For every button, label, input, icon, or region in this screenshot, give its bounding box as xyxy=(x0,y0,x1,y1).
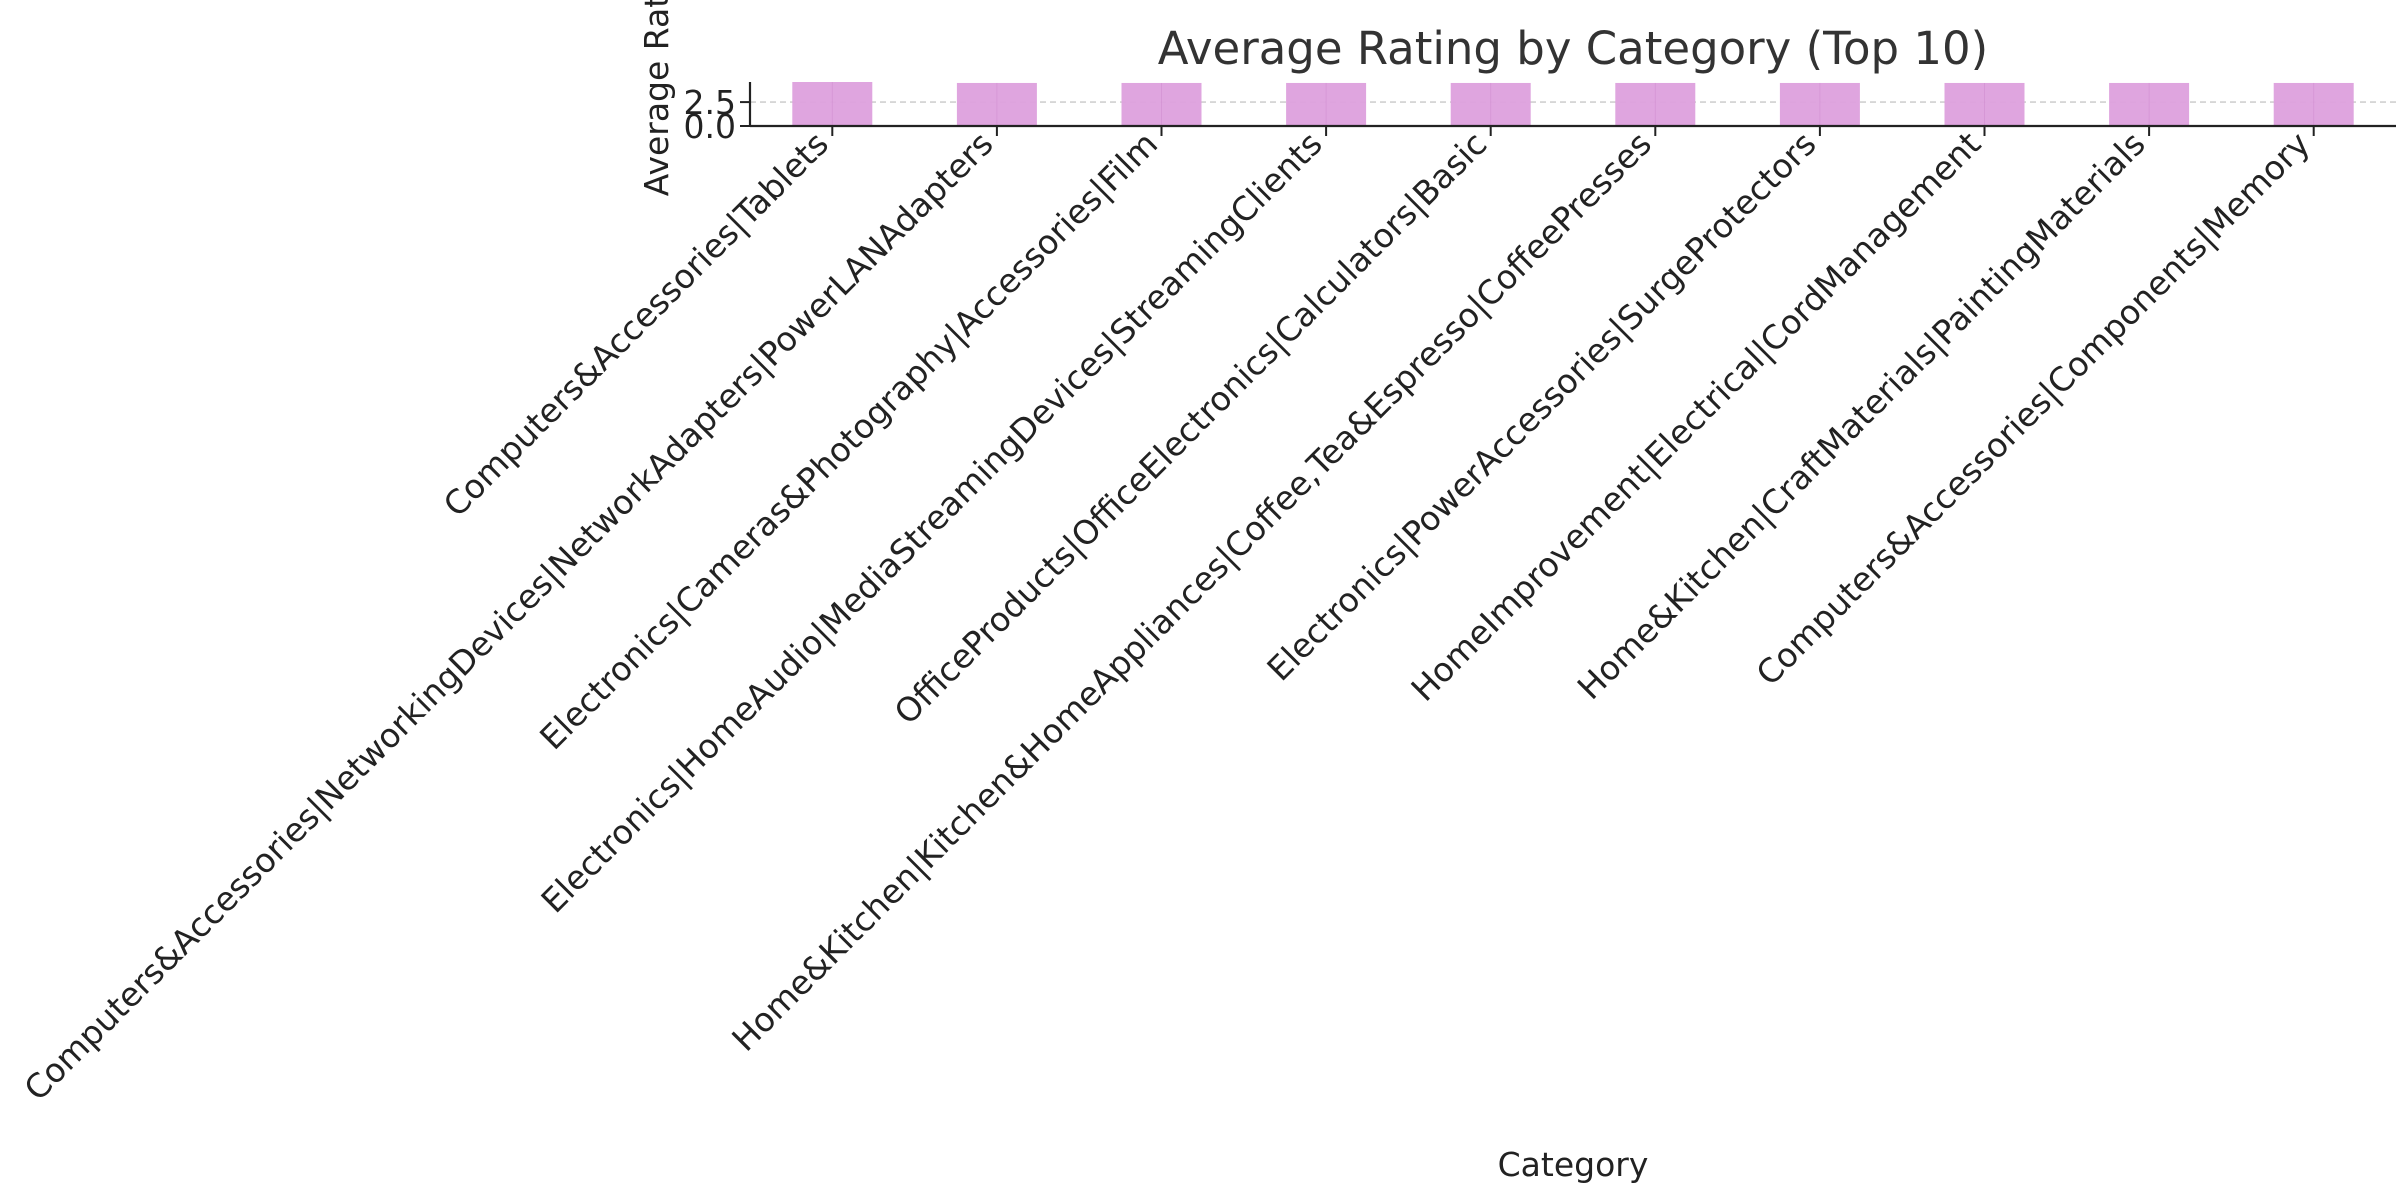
bar xyxy=(1121,82,1202,126)
bar xyxy=(2109,82,2190,126)
bar xyxy=(1944,82,2025,126)
category-label: Electronics|PowerAccessories|SurgeProtec… xyxy=(1259,124,1823,688)
category-label: OfficeProducts|OfficeElectronics|Calcula… xyxy=(887,124,1495,732)
category-label: Electronics|Cameras&Photography|Accessor… xyxy=(532,124,1165,757)
bar xyxy=(2273,82,2354,126)
plot-area: 0.02.5Computers&Accessories|TabletsCompu… xyxy=(16,82,2396,1108)
category-label: Electronics|HomeAudio|MediaStreamingDevi… xyxy=(533,124,1329,920)
y-tick-label: 2.5 xyxy=(684,83,736,122)
bar xyxy=(792,82,873,126)
y-tick-label: 0.0 xyxy=(684,107,736,146)
bar xyxy=(1286,82,1367,126)
chart-title: Average Rating by Category (Top 10) xyxy=(1158,22,1988,75)
bar xyxy=(1450,82,1531,126)
category-label: Computers&Accessories|Components|Memory xyxy=(1748,124,2317,693)
bar xyxy=(956,82,1037,126)
category-label: Home&Kitchen|CraftMaterials|PaintingMate… xyxy=(1570,124,2153,707)
y-axis-label: Average Rating xyxy=(637,0,676,196)
category-label: HomeImprovement|Electrical|CordManagemen… xyxy=(1403,124,1988,709)
x-axis-label: Category xyxy=(1498,1145,1649,1184)
bar xyxy=(1615,82,1696,126)
bar xyxy=(1779,82,1860,126)
